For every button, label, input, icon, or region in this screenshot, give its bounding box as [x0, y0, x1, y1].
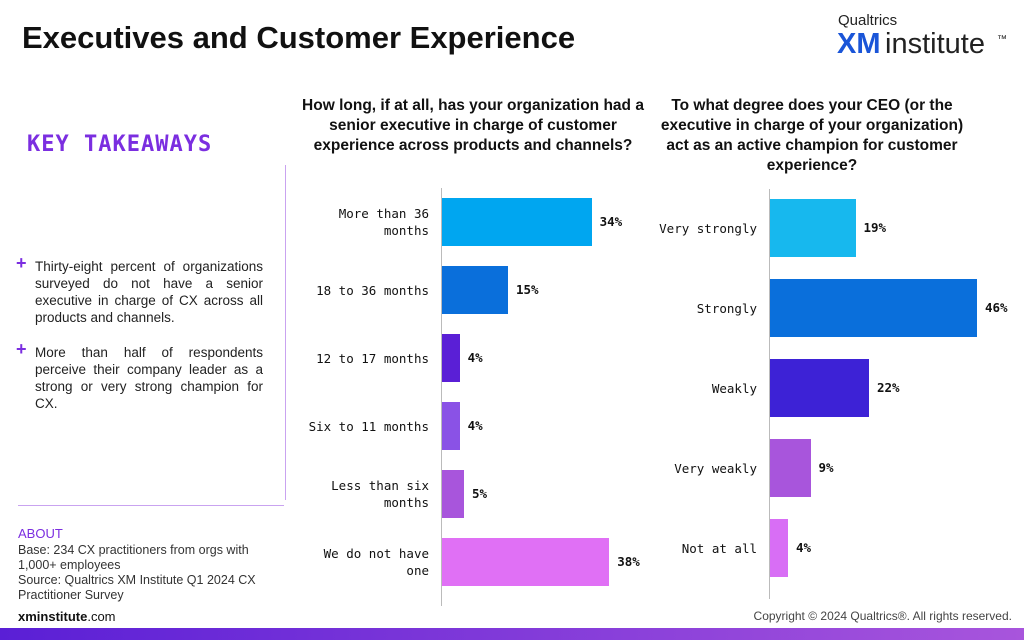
value-label: 38%: [617, 554, 640, 569]
category-label: Very weakly: [674, 460, 757, 476]
chart-title: How long, if at all, has your organizati…: [302, 97, 644, 154]
value-label: 4%: [796, 540, 812, 555]
logo-mark: ™: [997, 34, 1007, 45]
value-label: 46%: [985, 300, 1008, 315]
bar: [770, 519, 788, 577]
bar: [442, 470, 464, 518]
value-label: 15%: [516, 282, 539, 297]
bar: [770, 199, 856, 257]
divider: [285, 165, 286, 500]
about-base: Base: 234 CX practitioners from orgs wit…: [18, 543, 249, 572]
about-heading: ABOUT: [18, 526, 63, 541]
plus-icon: +: [16, 253, 27, 273]
value-label: 22%: [877, 380, 900, 395]
value-label: 34%: [599, 214, 623, 229]
value-label: 4%: [467, 350, 483, 365]
value-label: 19%: [863, 220, 887, 235]
bar: [442, 538, 610, 586]
divider: [18, 505, 284, 506]
bar: [442, 334, 460, 382]
takeaway: Thirty-eight percent of organizations su…: [35, 259, 263, 325]
axis-line: [769, 189, 770, 599]
footer-site-bold: xminstitute: [18, 609, 88, 624]
bar: [770, 359, 869, 417]
copyright: Copyright © 2024 Qualtrics®. All rights …: [753, 609, 1012, 623]
logo-brand: Qualtrics: [838, 12, 898, 29]
takeaway: More than half of respondents perceive t…: [35, 345, 263, 411]
chart-title: To what degree does your CEO (or the exe…: [660, 97, 964, 174]
category-label: We do not have one: [323, 546, 429, 578]
about-source: Source: Qualtrics XM Institute Q1 2024 C…: [18, 573, 256, 602]
axis-line: [441, 188, 442, 606]
plus-icon: +: [16, 339, 27, 359]
bar: [442, 402, 460, 450]
bar: [442, 266, 508, 314]
footer-site: xminstitute.com: [18, 609, 116, 624]
category-label: Very strongly: [659, 220, 757, 236]
footer-bar: [0, 628, 1024, 640]
category-label: Six to 11 months: [308, 418, 429, 434]
category-label: Weakly: [711, 380, 757, 396]
takeaways-heading: KEY TAKEAWAYS: [27, 132, 213, 157]
category-label: More than 36 months: [338, 206, 429, 238]
category-label: 18 to 36 months: [316, 282, 429, 298]
value-label: 5%: [472, 486, 488, 501]
bar: [770, 439, 811, 497]
bar: [770, 279, 977, 337]
logo-xm: XM: [837, 28, 881, 60]
logo-name: institute: [885, 28, 985, 60]
category-label: Less than six months: [331, 478, 429, 510]
category-label: Strongly: [696, 300, 757, 316]
footer-site-rest: .com: [87, 609, 116, 624]
bar: [442, 198, 592, 246]
value-label: 4%: [467, 418, 483, 433]
title: Executives and Customer Experience: [22, 20, 576, 55]
category-label: Not at all: [681, 540, 757, 556]
category-label: 12 to 17 months: [316, 350, 429, 366]
value-label: 9%: [818, 460, 834, 475]
